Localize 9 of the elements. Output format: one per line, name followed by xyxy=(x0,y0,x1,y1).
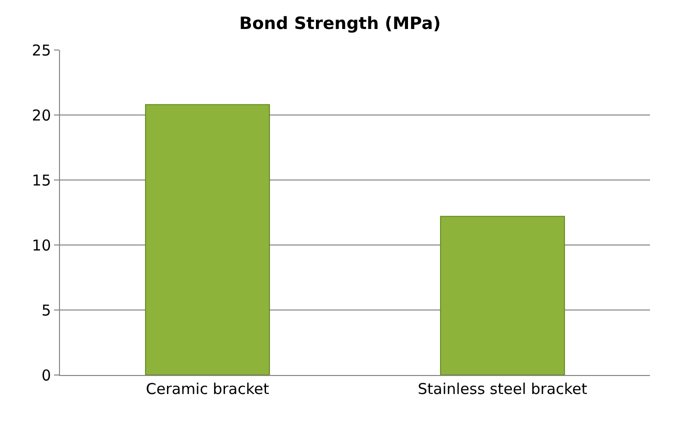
y-tick-label: 10 xyxy=(32,236,51,254)
y-tick-label: 0 xyxy=(41,366,51,384)
chart-title: Bond Strength (MPa) xyxy=(239,14,441,34)
x-tick-label: Ceramic bracket xyxy=(146,380,270,398)
x-tick-label: Stainless steel bracket xyxy=(418,380,588,398)
y-tick-label: 25 xyxy=(32,41,51,60)
y-tick-label: 5 xyxy=(41,301,51,320)
y-tick-label: 15 xyxy=(32,171,51,190)
y-tick-label: 20 xyxy=(32,106,51,124)
